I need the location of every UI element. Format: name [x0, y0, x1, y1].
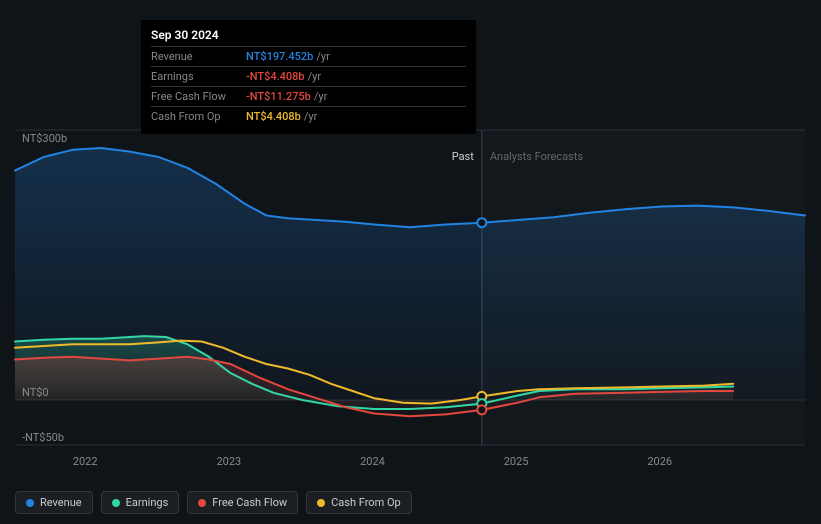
- tooltip-metric-value: -NT$11.275b: [246, 90, 311, 103]
- legend-dot-icon: [26, 499, 34, 507]
- legend-label: Free Cash Flow: [212, 496, 287, 509]
- legend-label: Revenue: [40, 496, 82, 509]
- tooltip-row: Cash From OpNT$4.408b/yr: [151, 106, 466, 126]
- x-axis-label: 2023: [216, 455, 241, 468]
- tooltip-metric-unit: /yr: [316, 50, 329, 63]
- x-axis-label: 2022: [73, 455, 98, 468]
- legend-item-earnings[interactable]: Earnings: [101, 491, 180, 514]
- tooltip-metric-unit: /yr: [304, 110, 317, 123]
- tooltip-metric-label: Revenue: [151, 50, 246, 63]
- tooltip-metric-unit: /yr: [308, 70, 321, 83]
- legend-item-revenue[interactable]: Revenue: [15, 491, 93, 514]
- legend-item-cash-from-op[interactable]: Cash From Op: [306, 491, 412, 514]
- legend-dot-icon: [112, 499, 120, 507]
- past-section-label: Past: [452, 150, 474, 163]
- x-axis-label: 2024: [360, 455, 385, 468]
- tooltip-metric-unit: /yr: [314, 90, 327, 103]
- tooltip-metric-value: -NT$4.408b: [246, 70, 305, 83]
- chart-tooltip: Sep 30 2024 RevenueNT$197.452b/yrEarning…: [141, 20, 476, 134]
- y-axis-label: NT$0: [22, 386, 49, 399]
- x-axis-label: 2026: [647, 455, 672, 468]
- chart-legend: Revenue Earnings Free Cash Flow Cash From O…: [15, 491, 412, 514]
- tooltip-row: Earnings-NT$4.408b/yr: [151, 66, 466, 86]
- legend-label: Cash From Op: [331, 496, 401, 509]
- tooltip-row: RevenueNT$197.452b/yr: [151, 46, 466, 66]
- tooltip-metric-value: NT$4.408b: [246, 110, 301, 123]
- tooltip-metric-label: Free Cash Flow: [151, 90, 246, 103]
- legend-dot-icon: [317, 499, 325, 507]
- x-axis-label: 2025: [504, 455, 529, 468]
- tooltip-metric-value: NT$197.452b: [246, 50, 313, 63]
- tooltip-metric-label: Cash From Op: [151, 110, 246, 123]
- y-axis-label: -NT$50b: [22, 431, 64, 444]
- financials-chart: Sep 30 2024 RevenueNT$197.452b/yrEarning…: [0, 0, 821, 524]
- forecast-section-label: Analysts Forecasts: [490, 150, 583, 163]
- tooltip-metric-label: Earnings: [151, 70, 246, 83]
- tooltip-date: Sep 30 2024: [151, 28, 466, 46]
- y-axis-label: NT$300b: [22, 132, 67, 145]
- legend-label: Earnings: [126, 496, 169, 509]
- legend-dot-icon: [198, 499, 206, 507]
- tooltip-row: Free Cash Flow-NT$11.275b/yr: [151, 86, 466, 106]
- legend-item-free-cash-flow[interactable]: Free Cash Flow: [187, 491, 298, 514]
